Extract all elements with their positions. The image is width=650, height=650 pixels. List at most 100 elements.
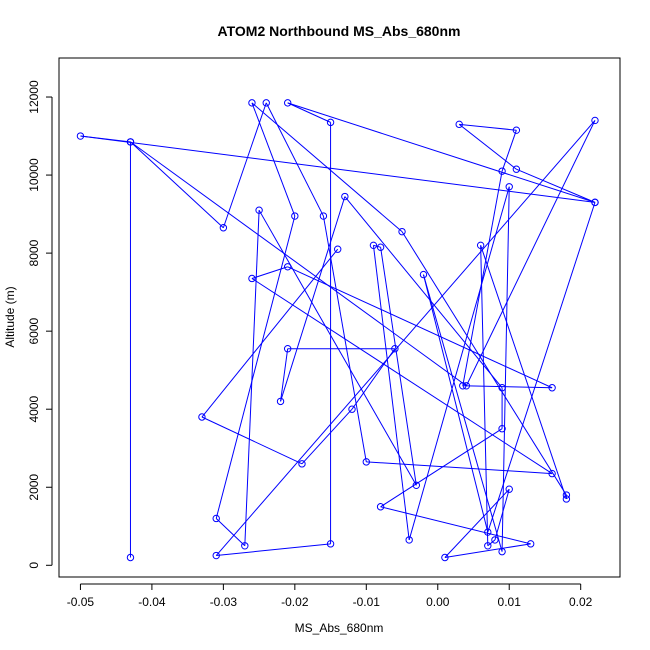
x-axis-label: MS_Abs_680nm — [295, 621, 384, 635]
series-segment — [251, 266, 288, 279]
y-axis-label: Altitude (m) — [3, 286, 17, 347]
data-point — [76, 132, 85, 140]
data-point — [212, 551, 220, 560]
series-segment — [444, 543, 531, 558]
series-segment — [501, 186, 510, 552]
data-point — [276, 397, 285, 406]
data-point — [341, 192, 349, 201]
data-point — [505, 183, 513, 191]
series-segment — [287, 266, 553, 389]
data-point — [376, 503, 385, 511]
data-point — [505, 485, 513, 493]
x-tick-label: -0.02 — [281, 595, 309, 609]
data-point — [283, 263, 292, 271]
series-segment — [380, 428, 503, 508]
data-point — [455, 120, 463, 129]
data-point — [591, 116, 599, 125]
data-point — [591, 198, 599, 207]
data-point — [548, 384, 556, 392]
data-point — [391, 345, 399, 353]
series-segment — [462, 385, 553, 389]
data-point — [334, 245, 342, 253]
series-segment — [130, 141, 224, 229]
series-segment — [380, 247, 417, 486]
data-point — [512, 165, 521, 173]
series-segment — [516, 168, 596, 203]
series-segment — [251, 102, 403, 233]
data-point — [419, 270, 428, 279]
series-segment — [251, 278, 553, 475]
data-point — [126, 553, 135, 562]
y-tick-label: 12000 — [27, 80, 41, 114]
series-segment — [373, 244, 381, 248]
data-point — [462, 382, 471, 390]
data-point — [484, 542, 492, 550]
data-point — [283, 99, 292, 107]
y-tick-label: 0 — [27, 562, 41, 569]
series-segment — [408, 186, 510, 541]
series-segment — [401, 231, 567, 496]
series-segment — [351, 348, 396, 410]
y-tick-label: 4000 — [27, 396, 41, 423]
data-point — [498, 384, 506, 392]
x-axis: -0.05 -0.04 -0.03 -0.02 -0.01 0.00 0.01 0.02 — [67, 583, 593, 609]
series-segment — [487, 202, 596, 533]
data-point — [212, 514, 220, 523]
series-segment — [465, 120, 596, 387]
data-point — [262, 99, 270, 107]
series-segment — [344, 196, 503, 389]
data-point — [376, 243, 385, 251]
data-point — [498, 167, 506, 175]
data-point — [412, 481, 421, 489]
series-segment — [480, 245, 489, 546]
series-segment — [480, 245, 567, 500]
data-point — [441, 553, 449, 562]
series-segment — [251, 102, 296, 217]
data-point — [562, 495, 571, 503]
data-point — [498, 425, 506, 433]
data-point — [526, 540, 535, 548]
series-segment — [372, 245, 410, 540]
plot-frame — [58, 57, 621, 578]
chart-title: ATOM2 Northbound MS_Abs_680nm — [218, 23, 461, 39]
data-point — [255, 206, 263, 214]
data-point — [484, 528, 492, 536]
series-segment — [380, 506, 531, 545]
data-point — [248, 99, 256, 107]
x-tick-label: 0.01 — [498, 595, 522, 609]
data-point — [459, 382, 467, 390]
y-tick-label: 2000 — [27, 474, 41, 501]
series-segment — [458, 123, 517, 170]
series-segment — [487, 539, 496, 547]
data-point — [241, 542, 249, 550]
series-segment — [244, 210, 260, 546]
y-tick-label: 6000 — [27, 317, 41, 344]
series-segment — [366, 461, 553, 475]
y-axis: 0 2000 4000 6000 8000 10000 12000 — [27, 80, 53, 569]
data-point — [369, 241, 378, 250]
series-segment — [201, 248, 339, 418]
data-point — [498, 547, 506, 556]
series-segment — [422, 274, 489, 533]
series-segment — [216, 543, 331, 557]
series-segment — [494, 489, 510, 541]
data-point — [362, 458, 370, 466]
series-segment — [130, 141, 467, 387]
x-tick-label: 0.00 — [426, 595, 450, 609]
series-segment — [301, 408, 353, 465]
data-point — [283, 345, 292, 353]
series-segment — [258, 209, 417, 486]
series-segment — [201, 416, 303, 465]
x-tick-label: -0.03 — [210, 595, 238, 609]
data-point — [198, 413, 206, 421]
series-segment — [215, 120, 596, 556]
series-segment — [215, 215, 296, 519]
series-segment — [215, 518, 246, 547]
series-segment — [280, 348, 289, 402]
series-segment — [222, 102, 267, 228]
data-point — [512, 126, 521, 134]
data-point — [248, 274, 256, 283]
y-tick-label: 10000 — [27, 158, 41, 192]
data-point — [319, 212, 328, 220]
